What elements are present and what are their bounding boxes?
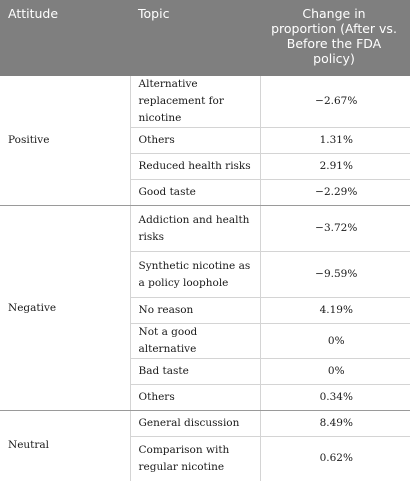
table-row: Bad taste 0% — [0, 358, 410, 385]
change-cell: 0.34% — [259, 384, 410, 411]
topic-cell: Comparison with regular nicotine — [129, 436, 260, 481]
topic-cell: Alternative replacement for nicotine — [129, 76, 260, 128]
change-cell: 4.19% — [259, 297, 410, 324]
topic-cell: Reduced health risks — [129, 153, 260, 180]
change-cell: 0% — [259, 323, 410, 359]
topic-cell: Synthetic nicotine as a policy loophole — [129, 251, 260, 298]
change-cell: −9.59% — [259, 251, 410, 298]
table-row: Neutral General discussion 8.49% — [0, 410, 410, 451]
table-row: Good taste −2.29% — [0, 179, 410, 206]
attitude-cell: Negative — [0, 205, 130, 411]
change-cell: −2.29% — [259, 179, 410, 206]
attitude-cell: Neutral — [8, 439, 50, 452]
header-topic: Topic — [130, 0, 260, 76]
topic-cell: Good taste — [129, 179, 260, 206]
change-cell: −3.72% — [259, 205, 410, 252]
table-row: Synthetic nicotine as a policy loophole … — [0, 251, 410, 298]
table-row: No reason 4.19% — [0, 297, 410, 324]
table-row: Reduced health risks 2.91% — [0, 153, 410, 180]
attitude-cell: Positive — [0, 76, 130, 206]
topic-cell: Others — [129, 384, 260, 411]
header-row: Attitude Topic Change in proportion (Aft… — [0, 0, 410, 76]
change-cell: −2.67% — [259, 76, 410, 128]
table-row: Positive Alternative replacement for nic… — [0, 76, 410, 206]
table-row: Others 1.31% — [0, 127, 410, 154]
topic-cell: Others — [129, 127, 260, 154]
topic-cell: Not a good alternative — [129, 323, 260, 359]
table-row: Negative Addiction and health risks −3.7… — [0, 205, 410, 411]
topic-cell: General discussion — [129, 410, 260, 437]
change-cell: 2.91% — [259, 153, 410, 180]
topic-cell: Bad taste — [129, 358, 260, 385]
change-cell: 0.62% — [259, 436, 410, 481]
change-cell: 0% — [259, 358, 410, 385]
header-change: Change in proportion (After vs. Before t… — [260, 0, 410, 76]
change-cell: 8.49% — [259, 410, 410, 437]
topic-cell: No reason — [129, 297, 260, 324]
change-cell: 1.31% — [259, 127, 410, 154]
topic-cell: Addiction and health risks — [129, 205, 260, 252]
header-attitude: Attitude — [0, 0, 130, 76]
table-row: Not a good alternative 0% — [0, 323, 410, 359]
table-row: Others 0.34% — [0, 384, 410, 411]
